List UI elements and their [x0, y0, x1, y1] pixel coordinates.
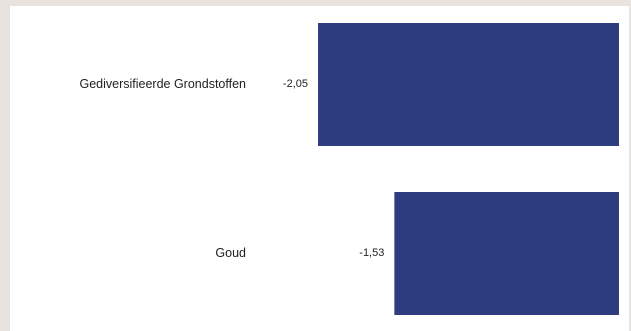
bar-2	[394, 192, 619, 315]
category-label: Gediversifieerde Grondstoffen	[79, 76, 246, 91]
value-label: -1,53	[359, 246, 385, 259]
value-label: -2,05	[282, 77, 308, 90]
bar-1	[318, 23, 619, 146]
chart-panel: Gediversifieerde Grondstoffen -2,05 Goud -1…	[10, 6, 629, 331]
bar-chart	[318, 23, 619, 315]
category-label: Goud	[215, 245, 246, 260]
